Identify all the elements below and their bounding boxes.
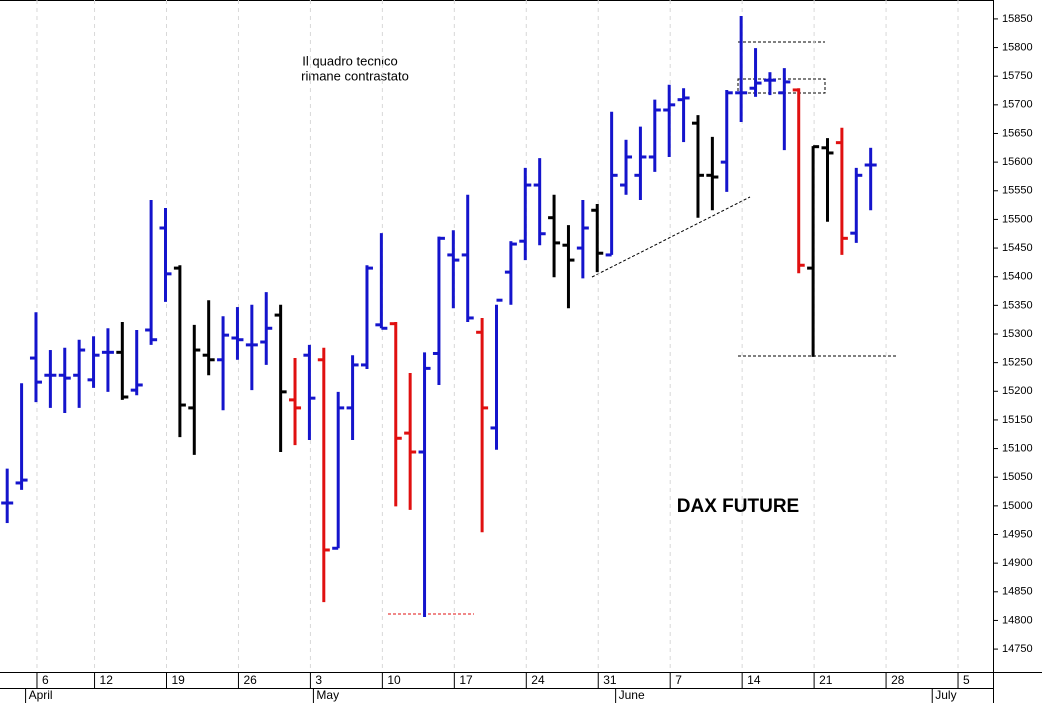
- y-tick-label: 14750: [1002, 643, 1033, 655]
- y-tick-label: 15550: [1002, 185, 1033, 197]
- range-box: [737, 78, 826, 94]
- y-tick-label: 14900: [1002, 557, 1033, 569]
- x-tick-label: 31: [603, 673, 617, 687]
- y-tick-label: 15450: [1002, 242, 1033, 254]
- x-tick-label: 14: [747, 673, 761, 687]
- y-tick-label: 15050: [1002, 471, 1033, 483]
- x-tick-label: 12: [100, 673, 114, 687]
- y-tick-label: 15350: [1002, 299, 1033, 311]
- y-tick-label: 14950: [1002, 528, 1033, 540]
- y-tick-label: 15800: [1002, 41, 1033, 53]
- month-label: July: [935, 688, 956, 702]
- x-tick-label: 28: [891, 673, 905, 687]
- x-tick-label: 24: [531, 673, 545, 687]
- month-label: June: [619, 688, 645, 702]
- x-tick-label: 3: [315, 673, 322, 687]
- x-tick-label: 26: [243, 673, 257, 687]
- x-tick-label: 10: [387, 673, 401, 687]
- month-label: May: [316, 688, 339, 702]
- y-tick-label: 15700: [1002, 99, 1033, 111]
- y-tick-label: 15650: [1002, 127, 1033, 139]
- x-tick-label: 5: [963, 673, 970, 687]
- y-tick-label: 15150: [1002, 414, 1033, 426]
- y-tick-label: 15000: [1002, 500, 1033, 512]
- y-tick-label: 15400: [1002, 271, 1033, 283]
- y-tick-label: 15200: [1002, 385, 1033, 397]
- chart-title: DAX FUTURE: [677, 496, 799, 517]
- y-tick-label: 15850: [1002, 13, 1033, 25]
- y-tick-label: 15750: [1002, 70, 1033, 82]
- x-tick-label: 19: [172, 673, 186, 687]
- x-tick-label: 6: [42, 673, 49, 687]
- x-tick-label: 7: [675, 673, 682, 687]
- x-tick-label: 17: [459, 673, 473, 687]
- month-label: April: [29, 688, 53, 702]
- annotation: Il quadro tecnico: [302, 53, 397, 68]
- y-tick-label: 15600: [1002, 156, 1033, 168]
- y-tick-label: 15300: [1002, 328, 1033, 340]
- y-tick-label: 15100: [1002, 442, 1033, 454]
- annotation: rimane contrastato: [301, 68, 409, 83]
- x-tick-label: 21: [819, 673, 833, 687]
- y-tick-label: 14850: [1002, 586, 1033, 598]
- trend-line: [591, 196, 751, 278]
- y-tick-label: 15250: [1002, 357, 1033, 369]
- y-tick-label: 14800: [1002, 614, 1033, 626]
- y-tick-label: 15500: [1002, 213, 1033, 225]
